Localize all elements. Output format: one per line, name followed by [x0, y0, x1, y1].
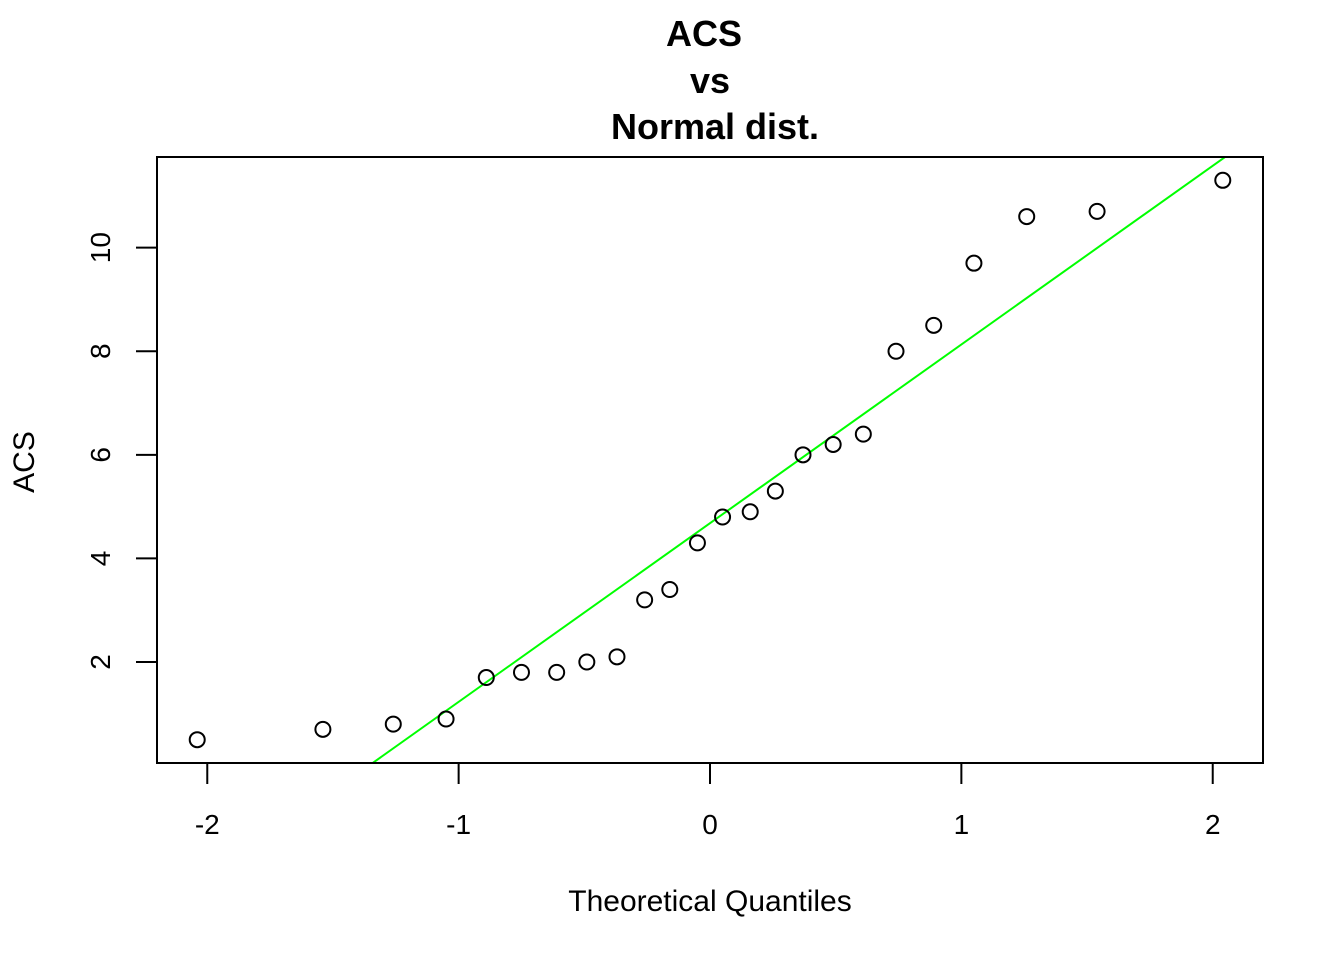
data-point: [925, 316, 943, 334]
qq-reference-line: [370, 157, 1227, 763]
data-point: [578, 653, 596, 671]
data-point: [608, 648, 626, 666]
data-point: [766, 482, 784, 500]
data-point: [965, 254, 983, 272]
data-point: [741, 503, 759, 521]
x-tick-label: -2: [195, 809, 220, 840]
x-axis-label: Theoretical Quantiles: [568, 885, 851, 918]
data-point: [314, 720, 332, 738]
x-tick-label: -1: [446, 809, 471, 840]
data-point: [1214, 171, 1232, 189]
data-point: [714, 508, 732, 526]
x-tick-label: 0: [702, 809, 718, 840]
data-point: [384, 715, 402, 733]
data-point: [854, 425, 872, 443]
y-axis-label: ACS: [8, 431, 41, 493]
y-tick-label: 4: [85, 551, 116, 567]
data-point: [794, 446, 812, 464]
data-point: [548, 663, 566, 681]
x-tick-label: 2: [1205, 809, 1221, 840]
y-tick-label: 6: [85, 447, 116, 463]
data-point: [512, 663, 530, 681]
data-point: [661, 580, 679, 598]
y-tick-label: 10: [85, 232, 116, 263]
data-point: [437, 710, 455, 728]
data-point: [887, 342, 905, 360]
data-point: [824, 435, 842, 453]
chart-title-line-1: ACS: [666, 13, 742, 54]
data-point: [1088, 202, 1106, 220]
data-point: [688, 534, 706, 552]
data-point: [1018, 208, 1036, 226]
data-point: [188, 731, 206, 749]
x-tick-label: 1: [954, 809, 970, 840]
data-point: [477, 669, 495, 687]
chart-title-line-2: vs: [690, 60, 730, 101]
data-point: [636, 591, 654, 609]
chart-title-line-3: Normal dist.: [611, 106, 819, 147]
y-tick-label: 8: [85, 343, 116, 359]
y-tick-label: 2: [85, 654, 116, 670]
